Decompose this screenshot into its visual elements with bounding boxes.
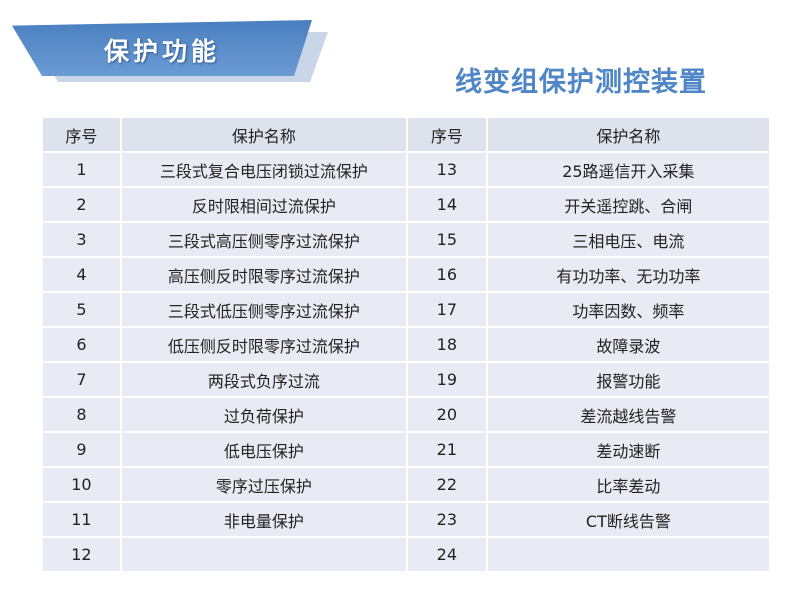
index-cell: 24 — [405, 536, 488, 573]
index-cell: 17 — [405, 291, 488, 328]
name-cell: 三段式低压侧零序过流保护 — [119, 291, 408, 328]
section-banner — [12, 20, 312, 76]
table-row: 3 三段式高压侧零序过流保护 15 三相电压、电流 — [41, 221, 772, 258]
index-cell: 23 — [405, 501, 488, 538]
table-row: 10 零序过压保护 22 比率差动 — [41, 466, 772, 503]
name-cell — [119, 536, 408, 573]
name-cell — [485, 536, 772, 573]
name-cell: 低电压保护 — [119, 431, 408, 468]
index-cell: 18 — [405, 326, 488, 363]
table-row: 6 低压侧反时限零序过流保护 18 故障录波 — [41, 326, 772, 363]
index-cell: 9 — [41, 431, 122, 468]
index-cell: 15 — [405, 221, 488, 258]
name-cell: 有功功率、无功功率 — [485, 256, 772, 293]
name-cell: 差动速断 — [485, 431, 772, 468]
index-cell: 21 — [405, 431, 488, 468]
index-cell: 7 — [41, 361, 122, 398]
table-row: 7 两段式负序过流 19 报警功能 — [41, 361, 772, 398]
index-cell: 2 — [41, 186, 122, 223]
header-cell: 保护名称 — [119, 116, 408, 153]
index-cell: 10 — [41, 466, 122, 503]
table-row: 12 24 — [41, 536, 772, 573]
index-cell: 20 — [405, 396, 488, 433]
name-cell: CT断线告警 — [485, 501, 772, 538]
table-row: 1 三段式复合电压闭锁过流保护 13 25路遥信开入采集 — [41, 151, 772, 188]
name-cell: 三相电压、电流 — [485, 221, 772, 258]
table-row: 9 低电压保护 21 差动速断 — [41, 431, 772, 468]
table-header-row: 序号 保护名称 序号 保护名称 — [41, 116, 772, 153]
name-cell: 差流越线告警 — [485, 396, 772, 433]
section-title: 保护功能 — [104, 37, 221, 66]
index-cell: 16 — [405, 256, 488, 293]
name-cell: 反时限相间过流保护 — [119, 186, 408, 223]
name-cell: 25路遥信开入采集 — [485, 151, 772, 188]
table-row: 8 过负荷保护 20 差流越线告警 — [41, 396, 772, 433]
index-cell: 12 — [41, 536, 122, 573]
index-cell: 3 — [41, 221, 122, 258]
index-cell: 11 — [41, 501, 122, 538]
name-cell: 非电量保护 — [119, 501, 408, 538]
index-cell: 5 — [41, 291, 122, 328]
name-cell: 三段式高压侧零序过流保护 — [119, 221, 408, 258]
table-row: 11 非电量保护 23 CT断线告警 — [41, 501, 772, 538]
page-title: 线变组保护测控装置 — [455, 67, 707, 98]
protection-table: 序号 保护名称 序号 保护名称 1 三段式复合电压闭锁过流保护 13 25路遥信开入采… — [41, 116, 772, 573]
table-row: 2 反时限相间过流保护 14 开关遥控跳、合闸 — [41, 186, 772, 223]
name-cell: 故障录波 — [485, 326, 772, 363]
index-cell: 1 — [41, 151, 122, 188]
name-cell: 高压侧反时限零序过流保护 — [119, 256, 408, 293]
table-row: 5 三段式低压侧零序过流保护 17 功率因数、频率 — [41, 291, 772, 328]
header-cell: 序号 — [41, 116, 122, 153]
header-cell: 保护名称 — [485, 116, 772, 153]
header-cell: 序号 — [405, 116, 488, 153]
index-cell: 13 — [405, 151, 488, 188]
name-cell: 零序过压保护 — [119, 466, 408, 503]
index-cell: 8 — [41, 396, 122, 433]
index-cell: 19 — [405, 361, 488, 398]
name-cell: 低压侧反时限零序过流保护 — [119, 326, 408, 363]
table-row: 4 高压侧反时限零序过流保护 16 有功功率、无功功率 — [41, 256, 772, 293]
name-cell: 两段式负序过流 — [119, 361, 408, 398]
name-cell: 开关遥控跳、合闸 — [485, 186, 772, 223]
index-cell: 6 — [41, 326, 122, 363]
name-cell: 过负荷保护 — [119, 396, 408, 433]
name-cell: 三段式复合电压闭锁过流保护 — [119, 151, 408, 188]
index-cell: 14 — [405, 186, 488, 223]
name-cell: 比率差动 — [485, 466, 772, 503]
index-cell: 22 — [405, 466, 488, 503]
index-cell: 4 — [41, 256, 122, 293]
name-cell: 功率因数、频率 — [485, 291, 772, 328]
name-cell: 报警功能 — [485, 361, 772, 398]
